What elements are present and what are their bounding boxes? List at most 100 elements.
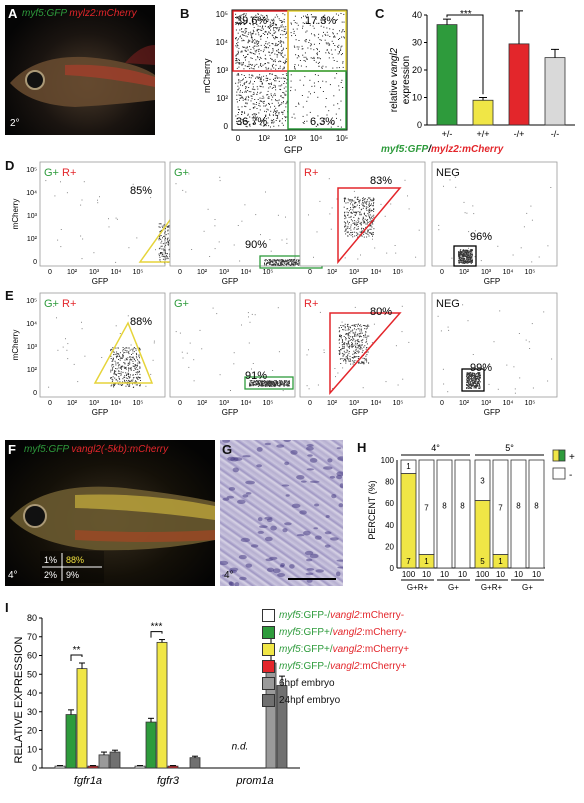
scatter-dot: [237, 52, 239, 54]
facs-dot: [127, 364, 129, 366]
scatter-dot: [260, 63, 262, 65]
scatter-dot: [242, 39, 244, 41]
nucleus: [313, 527, 318, 530]
facs-dot: [273, 385, 275, 387]
facs-dot: [342, 341, 344, 343]
facs-dot: [167, 230, 169, 232]
facs-dot: [462, 254, 464, 256]
facs-dot: [475, 378, 477, 380]
scatter-dot: [278, 41, 280, 42]
h-group-label: 4°: [431, 443, 440, 453]
facs-ytick: 10³: [27, 213, 38, 220]
facs-dot: [137, 359, 138, 361]
scatter-dot: [256, 43, 258, 45]
scatter-dot: [237, 114, 239, 116]
facs-dot-sparse: [384, 215, 386, 217]
facs-gate: [453, 245, 477, 267]
facs-dot: [358, 228, 359, 230]
panel-c-legend: myf5:GFP/mylz2:mCherry: [381, 144, 504, 155]
histology-nuclei: [220, 440, 343, 586]
facs-dot: [364, 325, 365, 327]
facs-dot: [479, 383, 480, 385]
i-bar: [134, 765, 146, 769]
scatter-dot: [265, 19, 267, 21]
i-legend-item: myf5:GFP-/vangl2:mCherry+: [262, 660, 407, 673]
facs-dot: [296, 259, 298, 261]
scatter-dot: [249, 108, 251, 110]
i-bar: [98, 754, 110, 769]
facs-dot: [467, 374, 468, 375]
scatter-dot: [336, 67, 338, 69]
facs-dot: [370, 216, 372, 218]
facs-dot: [159, 253, 161, 255]
facs-dot: [168, 242, 169, 243]
facs-dot: [285, 380, 287, 382]
facs-dot: [131, 380, 133, 382]
facs-dot: [468, 386, 470, 388]
scatter-dot: [301, 17, 302, 19]
nucleus: [232, 467, 239, 473]
facs-dot: [129, 356, 131, 358]
facs-gate: [93, 321, 154, 384]
facs-dot: [363, 363, 365, 365]
nucleus: [283, 440, 291, 442]
scatter-dot: [242, 22, 244, 23]
i-legend-text: :mCherry+: [359, 661, 407, 673]
scatter-dot: [250, 77, 252, 79]
scatter-dot: [248, 91, 250, 93]
facs-dot: [339, 354, 341, 355]
scatter-dot: [274, 27, 276, 29]
scatter-dot: [246, 80, 248, 82]
facs-dot: [344, 327, 346, 329]
facs-dot: [347, 202, 349, 204]
scatter-dot: [284, 62, 286, 64]
scatter-dot: [241, 34, 243, 36]
facs-dot: [293, 261, 295, 263]
fish-silhouette-a: [10, 45, 155, 107]
facs-dot: [469, 377, 471, 379]
scatter-dot: [320, 39, 322, 41]
facs-dot: [269, 261, 271, 263]
facs-dot: [350, 211, 352, 213]
scatter-dot: [343, 36, 345, 38]
facs-dot: [160, 245, 162, 247]
facs-xlabel: GFP: [222, 277, 238, 286]
scatter-dot: [316, 52, 318, 54]
facs-dot: [368, 210, 370, 212]
facs-dot: [110, 350, 112, 352]
scatter-dot: [252, 83, 254, 85]
facs-dot: [368, 211, 370, 213]
facs-dot: [250, 382, 252, 384]
scatter-dot: [330, 122, 332, 124]
facs-dot: [280, 383, 281, 385]
facs-dot: [164, 239, 166, 241]
facs-plot-d-1: G+ R+85%0 10² 10³ 10⁴ 10⁵GFP10⁵10⁴10³10²0mChe…: [11, 161, 191, 286]
scatter-dot: [261, 97, 263, 99]
facs-dot-sparse: [499, 310, 501, 312]
scatter-dot: [305, 31, 307, 33]
facs-dot: [371, 199, 373, 201]
facs-dot: [287, 262, 289, 264]
facs-dot: [252, 382, 254, 384]
scatter-dot: [241, 51, 243, 53]
scatter-dot: [260, 57, 262, 59]
facs-dot: [289, 383, 290, 385]
scatter-dot: [295, 39, 297, 41]
facs-dot-sparse: [308, 349, 309, 351]
nucleus: [306, 444, 314, 447]
facs-dot: [284, 380, 286, 382]
facs-dot-sparse: [277, 307, 279, 309]
facs-dot: [279, 381, 281, 383]
facs-xtick: 10⁵: [133, 400, 144, 407]
facs-dot: [115, 373, 117, 375]
nucleus: [306, 468, 314, 471]
facs-dot: [169, 239, 170, 241]
facs-dot: [345, 337, 346, 339]
scatter-dot: [303, 15, 304, 17]
scatter-dot: [252, 23, 254, 25]
facs-dot: [124, 367, 126, 368]
facs-dot: [357, 335, 359, 337]
scatter-dot: [245, 88, 247, 90]
facs-dot: [139, 362, 141, 364]
facs-dot-sparse: [188, 366, 190, 368]
